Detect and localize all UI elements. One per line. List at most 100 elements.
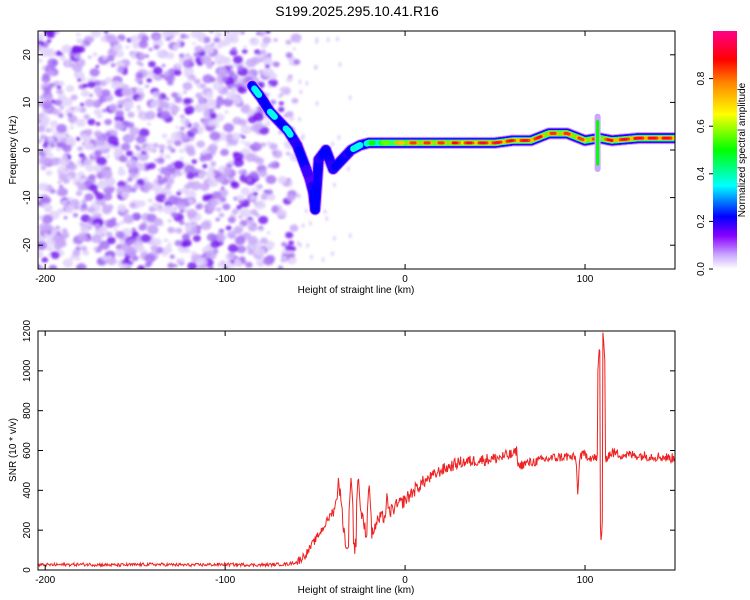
noise-blob <box>259 49 267 55</box>
noise-blob <box>79 106 87 113</box>
noise-blob <box>175 125 180 129</box>
noise-blob <box>130 35 140 43</box>
noise-blob <box>81 199 88 205</box>
noise-blob <box>58 157 70 167</box>
noise-blob <box>315 100 319 106</box>
noise-blob <box>223 123 235 133</box>
noise-blob <box>310 254 314 260</box>
noise-blob <box>170 131 182 141</box>
noise-blob <box>153 217 163 227</box>
noise-blob <box>55 50 62 57</box>
noise-blob <box>241 49 248 54</box>
noise-blob <box>105 131 112 137</box>
noise-blob <box>150 245 158 252</box>
noise-blob <box>96 258 105 266</box>
noise-blob <box>200 83 206 89</box>
noise-blob <box>228 64 234 70</box>
noise-blob <box>165 184 172 190</box>
noise-blob <box>126 98 131 102</box>
noise-blob <box>117 168 126 176</box>
noise-blob <box>38 182 49 192</box>
noise-blob <box>265 189 273 196</box>
noise-blob <box>195 204 202 210</box>
noise-blob <box>298 79 302 85</box>
noise-blob <box>240 187 250 196</box>
noise-blob <box>282 256 287 260</box>
noise-blob <box>91 234 102 244</box>
noise-blob <box>56 123 67 133</box>
noise-blob <box>57 166 66 174</box>
snr-y-tick-label: 200 <box>22 521 33 538</box>
noise-blob <box>173 139 182 147</box>
noise-blob <box>89 139 95 144</box>
noise-blob <box>288 252 296 258</box>
spectrogram-y-tick-label: 0 <box>22 147 33 153</box>
noise-blob <box>208 143 218 152</box>
noise-blob <box>131 230 138 237</box>
noise-blob <box>301 133 305 139</box>
noise-blob <box>248 216 252 220</box>
noise-blob <box>90 31 102 38</box>
noise-blob <box>138 53 145 59</box>
noise-blob <box>57 180 62 184</box>
noise-blob <box>299 89 303 95</box>
noise-blob <box>222 203 231 211</box>
noise-blob <box>155 92 161 97</box>
noise-blob <box>223 98 234 107</box>
noise-blob <box>146 122 152 126</box>
spectrogram-x-tick-label: -100 <box>215 274 235 285</box>
noise-blob <box>165 37 171 42</box>
noise-blob <box>213 37 221 43</box>
noise-blob <box>103 192 113 201</box>
noise-blob <box>130 187 137 193</box>
noise-blob <box>207 120 216 127</box>
noise-blob <box>221 76 228 82</box>
noise-blob <box>285 151 291 156</box>
noise-blob <box>179 208 185 214</box>
noise-blob <box>67 112 73 118</box>
noise-blob <box>73 105 81 112</box>
noise-blob <box>198 173 204 178</box>
noise-blob <box>105 231 113 238</box>
noise-blob <box>178 257 185 264</box>
noise-blob <box>115 110 125 118</box>
noise-blob <box>194 45 203 53</box>
spectrogram-x-axis-label: Height of straight line (km) <box>298 285 415 296</box>
noise-blob <box>155 193 166 203</box>
noise-blob <box>87 81 96 89</box>
noise-blob <box>183 124 189 129</box>
noise-blob <box>187 181 194 187</box>
noise-blob <box>42 142 50 149</box>
snr-x-tick-label: -100 <box>215 575 235 586</box>
noise-blob <box>42 196 52 205</box>
noise-blob <box>231 47 237 52</box>
noise-blob <box>104 77 113 84</box>
noise-blob <box>61 44 72 54</box>
noise-blob <box>41 214 53 224</box>
noise-blob <box>260 194 268 201</box>
noise-blob <box>94 80 102 87</box>
noise-blob <box>61 199 68 206</box>
noise-blob <box>75 190 83 197</box>
ridge-segment <box>312 155 323 189</box>
noise-blob <box>251 145 258 152</box>
noise-blob <box>70 94 78 101</box>
noise-blob <box>230 180 238 187</box>
noise-blob <box>292 47 297 51</box>
noise-blob <box>314 64 318 70</box>
noise-blob <box>163 205 174 215</box>
noise-blob <box>82 249 90 256</box>
ridge-segment <box>565 131 571 136</box>
noise-blob <box>89 184 98 192</box>
noise-blob <box>245 58 257 68</box>
ridge-segment <box>538 135 543 139</box>
noise-blob <box>237 64 244 71</box>
noise-blob <box>348 95 352 101</box>
noise-blob <box>227 252 236 259</box>
noise-blob <box>132 255 139 261</box>
noise-blob <box>237 85 248 94</box>
noise-blob <box>190 31 202 39</box>
noise-blob <box>260 237 268 244</box>
noise-blob <box>96 156 107 166</box>
